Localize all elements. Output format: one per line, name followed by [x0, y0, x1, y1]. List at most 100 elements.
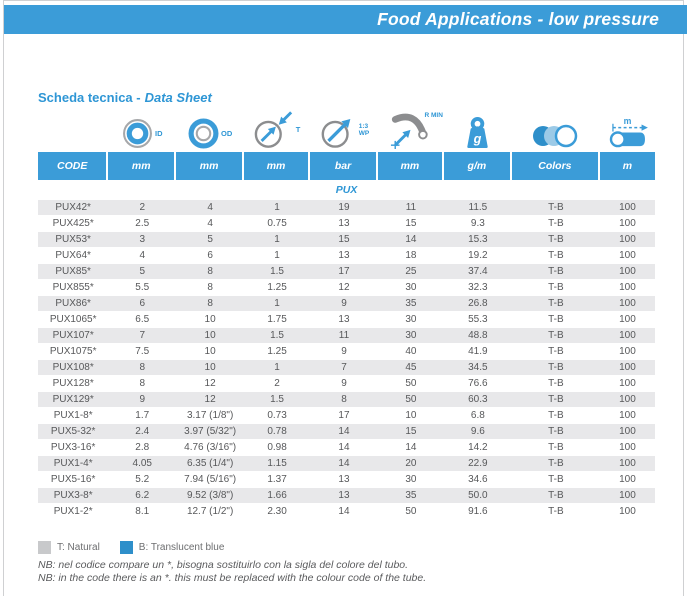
table-cell: 3.97 (5/32") [176, 424, 245, 440]
table-cell: 20 [377, 456, 444, 472]
table-cell: 55.3 [443, 312, 512, 328]
table-row: PUX64* 4 6 1 13 18 19.2 T-B 100 [38, 248, 655, 264]
table-cell: 7 [108, 328, 177, 344]
table-cell: 34.6 [443, 472, 512, 488]
table-cell: 12.7 (1/2") [176, 504, 245, 520]
table-cell: 100 [600, 456, 655, 472]
table-cell: 10 [176, 360, 245, 376]
table-cell: 14 [310, 504, 378, 520]
footnote-english: NB: in the code there is an *. this must… [38, 571, 427, 584]
column-header-m: m [600, 152, 655, 180]
wp-ratio-text: 1:3 [358, 122, 369, 130]
table-cell: 100 [600, 376, 655, 392]
table-cell: 14 [310, 456, 378, 472]
column-header-gm: g/m [443, 152, 512, 180]
table-cell: PUX107* [38, 328, 109, 344]
table-row: PUX86* 6 8 1 9 35 26.8 T-B 100 [38, 296, 655, 312]
table-cell: 3.17 (1/8") [176, 408, 245, 424]
table-cell: 2.8 [108, 440, 177, 456]
table-cell: 10 [176, 344, 245, 360]
table-cell: 100 [600, 360, 655, 376]
table-cell: T-B [511, 328, 601, 344]
table-cell: 1.25 [244, 344, 311, 360]
heading-text: Scheda tecnica - [38, 90, 141, 105]
translucent-blue-color-label: B: Translucent blue [138, 542, 225, 553]
table-cell: 30 [377, 312, 444, 328]
table-cell: 0.98 [244, 440, 311, 456]
table-cell: 6.35 (1/4") [176, 456, 245, 472]
table-cell: T-B [511, 424, 601, 440]
table-cell: T-B [511, 248, 601, 264]
table-cell: 14 [310, 440, 378, 456]
table-cell: 19 [310, 200, 378, 216]
table-cell: 1.5 [244, 328, 311, 344]
table-cell: T-B [511, 360, 601, 376]
table-cell: 9 [108, 392, 177, 408]
table-cell: PUX1075* [38, 344, 109, 360]
table-header-row: CODE mm mm mm bar mm g/m Colors m [38, 152, 655, 180]
column-header-id-mm: mm [108, 152, 177, 180]
column-header-bar: bar [310, 152, 378, 180]
table-cell: 50 [377, 376, 444, 392]
table-body: PUX42* 2 4 1 19 11 11.5 T-B 100 PUX425* 2.5 4 0.75 13… [38, 200, 655, 520]
data-sheet-heading: Scheda tecnica - Data Sheet [38, 90, 212, 105]
table-cell: 100 [600, 472, 655, 488]
table-cell: 8 [176, 296, 245, 312]
table-cell: 1.5 [244, 264, 311, 280]
table-cell: 15 [310, 232, 378, 248]
table-cell: 8.1 [108, 504, 177, 520]
table-cell: T-B [511, 296, 601, 312]
table-cell: 9 [310, 296, 378, 312]
wp-text: WP [358, 129, 370, 137]
table-cell: 1.15 [244, 456, 311, 472]
table-cell: PUX1-4* [38, 456, 109, 472]
table-cell: PUX86* [38, 296, 109, 312]
table-cell: 60.3 [443, 392, 512, 408]
table-cell: 1 [244, 248, 311, 264]
table-cell: 2.5 [108, 216, 177, 232]
table-cell: PUX425* [38, 216, 109, 232]
series-group-label: PUX [335, 184, 358, 196]
table-cell: 100 [600, 248, 655, 264]
table-cell: 14 [377, 232, 444, 248]
table-cell: 22.9 [443, 456, 512, 472]
colors-icon [532, 124, 578, 148]
table-row: PUX129* 9 12 1.5 8 50 60.3 T-B 100 [38, 392, 655, 408]
table-row: PUX107* 7 10 1.5 11 30 48.8 T-B 100 [38, 328, 655, 344]
table-cell: T-B [511, 456, 601, 472]
icon-cell-colors [512, 106, 600, 152]
table-cell: 7.5 [108, 344, 177, 360]
table-cell: 9 [310, 376, 378, 392]
table-cell: 17 [310, 264, 378, 280]
table-cell: 1.37 [244, 472, 311, 488]
table-cell: T-B [511, 312, 601, 328]
table-cell: 100 [600, 440, 655, 456]
table-cell: 12 [176, 376, 245, 392]
natural-color-swatch [38, 541, 51, 554]
spec-table: ID OD [38, 106, 655, 520]
heading-text-italic: Data Sheet [144, 90, 212, 105]
footnotes: NB: nel codice compare un *, bisogna sos… [38, 559, 426, 584]
table-row: PUX1075* 7.5 10 1.25 9 40 41.9 T-B 100 [38, 344, 655, 360]
table-cell: 2.30 [244, 504, 311, 520]
table-cell: 30 [377, 472, 444, 488]
table-row: PUX3-8* 6.2 9.52 (3/8") 1.66 13 35 50.0 T-B 100 [38, 488, 655, 504]
table-cell: 2 [108, 200, 177, 216]
outer-diameter-icon [188, 118, 219, 149]
table-cell: 50 [377, 392, 444, 408]
icon-cell-weight: g [444, 106, 512, 152]
table-cell: 10 [377, 408, 444, 424]
inner-diameter-label: ID [155, 128, 163, 138]
table-cell: 17 [310, 408, 378, 424]
table-row: PUX1065* 6.5 10 1.75 13 30 55.3 T-B 100 [38, 312, 655, 328]
icon-cell-id: ID [108, 106, 176, 152]
working-pressure-icon [321, 119, 351, 148]
table-cell: PUX42* [38, 200, 109, 216]
icon-cell-thickness: T [244, 106, 310, 152]
working-pressure-label: 1:3 WP [359, 123, 369, 137]
table-cell: T-B [511, 504, 601, 520]
table-cell: PUX3-16* [38, 440, 109, 456]
table-cell: 4 [176, 200, 245, 216]
table-cell: PUX129* [38, 392, 109, 408]
table-cell: 45 [377, 360, 444, 376]
